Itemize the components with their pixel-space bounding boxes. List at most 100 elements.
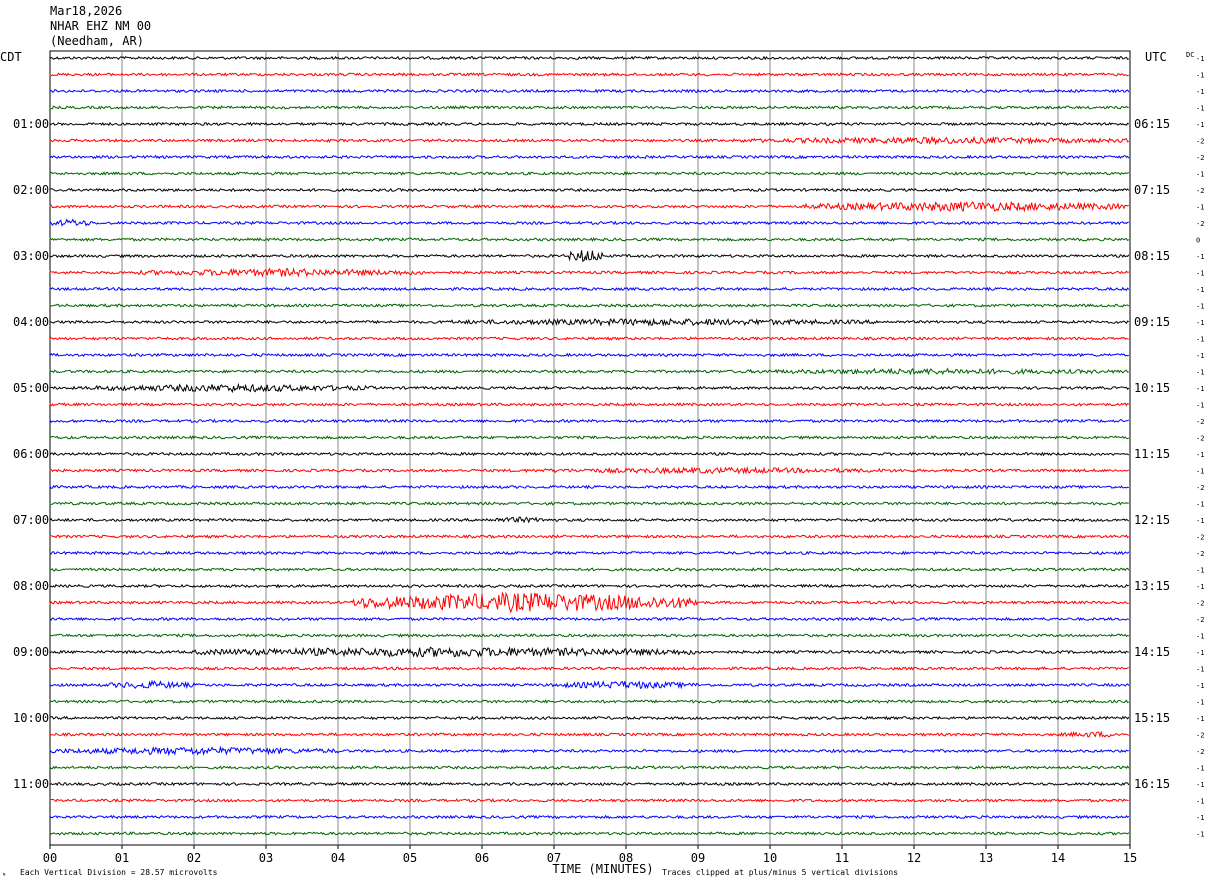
dc-offset-value: -1 — [1196, 385, 1204, 393]
dc-offset-value: -1 — [1196, 105, 1204, 113]
seismic-trace — [49, 317, 1130, 327]
x-tick-label: 05 — [403, 851, 417, 865]
left-hour-label: 04:00 — [13, 315, 49, 329]
dc-offset-value: -2 — [1196, 550, 1204, 558]
dc-offset-value: -2 — [1196, 534, 1204, 542]
dc-offset-value: -1 — [1196, 88, 1204, 96]
seismic-trace — [49, 516, 1130, 524]
dc-offset-value: -1 — [1196, 814, 1204, 822]
seismic-trace — [49, 745, 1129, 757]
seismic-trace — [49, 591, 1129, 614]
dc-offset-value: -1 — [1196, 121, 1204, 129]
dc-offset-value: -1 — [1196, 583, 1204, 591]
seismic-trace — [49, 88, 1130, 94]
seismic-trace — [49, 105, 1129, 110]
seismic-trace — [49, 418, 1130, 424]
seismic-trace — [49, 764, 1130, 770]
seismic-trace — [49, 550, 1130, 556]
x-tick-label: 15 — [1123, 851, 1137, 865]
right-hour-label: 09:15 — [1134, 315, 1170, 329]
left-timezone-label: CDT — [0, 50, 22, 64]
dc-offset-value: -2 — [1196, 484, 1204, 492]
left-hour-label: 03:00 — [13, 249, 49, 263]
seismic-trace — [49, 352, 1129, 358]
seismic-trace — [49, 303, 1130, 308]
seismic-trace — [49, 382, 1130, 394]
seismic-trace — [49, 814, 1130, 820]
dc-label: DC — [1186, 51, 1194, 59]
dc-offset-value: -1 — [1196, 567, 1204, 575]
x-tick-label: 00 — [43, 851, 57, 865]
left-hour-label: 06:00 — [13, 447, 49, 461]
seismic-trace — [49, 171, 1130, 176]
seismic-trace — [49, 831, 1130, 836]
dc-offset-value: -1 — [1196, 682, 1204, 690]
dc-offset-value: -1 — [1196, 765, 1204, 773]
left-hour-label: 08:00 — [13, 579, 49, 593]
seismic-trace — [49, 666, 1129, 671]
x-tick-label: 10 — [763, 851, 777, 865]
dc-offset-value: -1 — [1196, 468, 1204, 476]
left-hour-label: 02:00 — [13, 183, 49, 197]
right-timezone-label: UTC — [1145, 50, 1167, 64]
dc-offset-value: -1 — [1196, 649, 1204, 657]
dc-offset-value: -1 — [1196, 501, 1204, 509]
right-hour-label: 10:15 — [1134, 381, 1170, 395]
dc-offset-value: -1 — [1196, 286, 1204, 294]
seismic-trace — [49, 567, 1130, 572]
right-hour-label: 15:15 — [1134, 711, 1170, 725]
seismic-trace — [49, 237, 1130, 242]
right-hour-label: 16:15 — [1134, 777, 1170, 791]
seismic-trace — [49, 715, 1130, 721]
dc-offset-value: -1 — [1196, 831, 1204, 839]
x-tick-label: 07 — [547, 851, 561, 865]
right-hour-label: 11:15 — [1134, 447, 1170, 461]
right-hour-label: 07:15 — [1134, 183, 1170, 197]
seismic-trace — [49, 55, 1130, 61]
left-hour-label: 10:00 — [13, 711, 49, 725]
seismic-trace — [49, 501, 1129, 506]
dc-offset-value: -1 — [1196, 303, 1204, 311]
footer-clip-note: Traces clipped at plus/minus 5 vertical … — [662, 868, 898, 877]
dc-offset-value: -2 — [1196, 600, 1204, 608]
x-tick-label: 03 — [259, 851, 273, 865]
seismic-trace — [49, 616, 1130, 622]
dc-offset-value: -1 — [1196, 319, 1204, 327]
dc-offset-value: -1 — [1196, 666, 1204, 674]
seismic-trace — [49, 267, 1129, 278]
dc-offset-value: -1 — [1196, 715, 1204, 723]
dc-offset-value: -1 — [1196, 633, 1204, 641]
dc-offset-value: -1 — [1196, 270, 1204, 278]
x-tick-label: 14 — [1051, 851, 1065, 865]
x-tick-label: 02 — [187, 851, 201, 865]
dc-offset-value: -2 — [1196, 154, 1204, 162]
seismic-trace — [49, 534, 1130, 539]
x-axis-label: TIME (MINUTES) — [552, 862, 653, 876]
right-hour-label: 12:15 — [1134, 513, 1170, 527]
seismic-trace — [49, 730, 1130, 738]
plot-frame — [49, 50, 1131, 846]
footer-scale-note: Each Vertical Division = 28.57 microvolt… — [20, 868, 218, 877]
x-tick-label: 04 — [331, 851, 345, 865]
seismic-trace — [49, 200, 1130, 213]
left-hour-label: 09:00 — [13, 645, 49, 659]
dc-offset-value: -1 — [1196, 798, 1204, 806]
seismic-trace — [49, 451, 1130, 457]
seismic-trace — [49, 250, 1130, 263]
x-tick-label: 08 — [619, 851, 633, 865]
x-tick-label: 06 — [475, 851, 489, 865]
seismic-trace — [49, 484, 1129, 490]
dc-offset-value: -1 — [1196, 699, 1204, 707]
seismic-trace — [49, 435, 1130, 440]
dc-offset-value: -2 — [1196, 418, 1204, 426]
seismic-trace — [49, 336, 1129, 341]
dc-offset-value: -1 — [1196, 517, 1204, 525]
x-tick-label: 11 — [835, 851, 849, 865]
left-hour-label: 05:00 — [13, 381, 49, 395]
seismic-trace — [49, 154, 1130, 160]
dc-offset-value: -2 — [1196, 732, 1204, 740]
seismic-trace — [49, 465, 1129, 475]
seismic-trace — [49, 218, 1129, 227]
seismic-trace — [49, 286, 1130, 292]
